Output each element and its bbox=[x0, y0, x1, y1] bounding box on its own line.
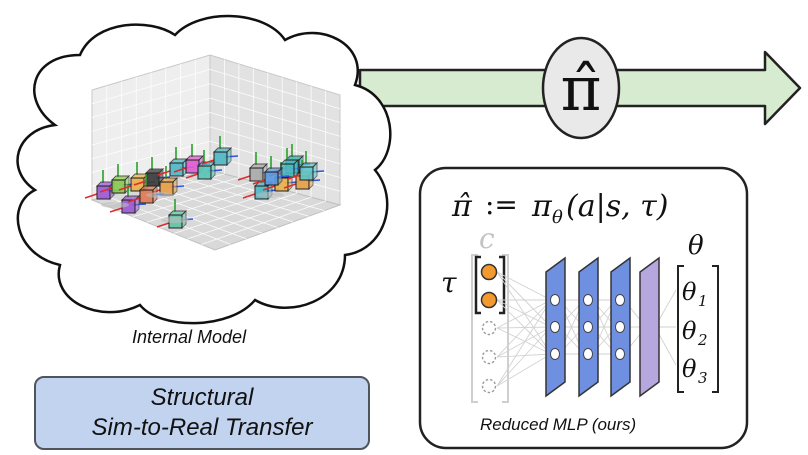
mlp-layers bbox=[545, 256, 660, 398]
scene-object bbox=[252, 156, 290, 187]
scene-object bbox=[237, 152, 275, 183]
theta-label: θ bbox=[688, 231, 704, 261]
context-node-inactive-2 bbox=[481, 349, 497, 365]
formula-args: (a|s, τ) bbox=[566, 189, 668, 224]
policy-node: π̂ bbox=[541, 36, 621, 140]
scene-object bbox=[201, 136, 239, 167]
mlp-output-layer bbox=[639, 256, 660, 398]
context-node-active-2 bbox=[480, 291, 498, 309]
theta-3-sub: 3 bbox=[698, 369, 708, 387]
tau-label: τ bbox=[441, 266, 457, 299]
context-node-active-1 bbox=[480, 263, 498, 281]
banner-line-1: Structural bbox=[150, 384, 254, 411]
formula-pi: π bbox=[531, 189, 553, 224]
theta-1-sub: 1 bbox=[698, 292, 708, 310]
context-vector: c τ bbox=[441, 222, 677, 403]
theta-2-base: θ bbox=[682, 317, 697, 345]
banner-line-2: Sim-to-Real Transfer bbox=[91, 414, 313, 441]
3d-scene-plot bbox=[84, 54, 342, 251]
scene-object bbox=[147, 166, 185, 197]
structural-transfer-banner: Structural Sim-to-Real Transfer bbox=[34, 376, 370, 450]
theta-vector: θ θ 1 θ 2 θ 3 bbox=[677, 231, 719, 393]
formula-assign: := bbox=[485, 188, 518, 221]
scene-object bbox=[133, 157, 171, 188]
scene-object bbox=[287, 151, 325, 182]
policy-symbol: π̂ bbox=[561, 52, 602, 125]
theta-1-base: θ bbox=[682, 278, 697, 306]
context-node-inactive-3 bbox=[481, 378, 497, 394]
policy-formula: π̂ := π θ (a|s, τ) bbox=[451, 188, 668, 228]
internal-model-cloud bbox=[16, 14, 392, 325]
mlp-caption: Reduced MLP (ours) bbox=[480, 415, 637, 434]
theta-3-base: θ bbox=[682, 355, 697, 383]
internal-model-caption: Internal Model bbox=[132, 327, 247, 347]
formula-lhs: π̂ bbox=[451, 189, 473, 224]
context-node-inactive-1 bbox=[481, 320, 497, 336]
context-label: c bbox=[479, 222, 495, 255]
formula-pi-subscript: θ bbox=[552, 207, 563, 228]
scene-object bbox=[268, 148, 306, 179]
theta-2-sub: 2 bbox=[697, 331, 708, 349]
